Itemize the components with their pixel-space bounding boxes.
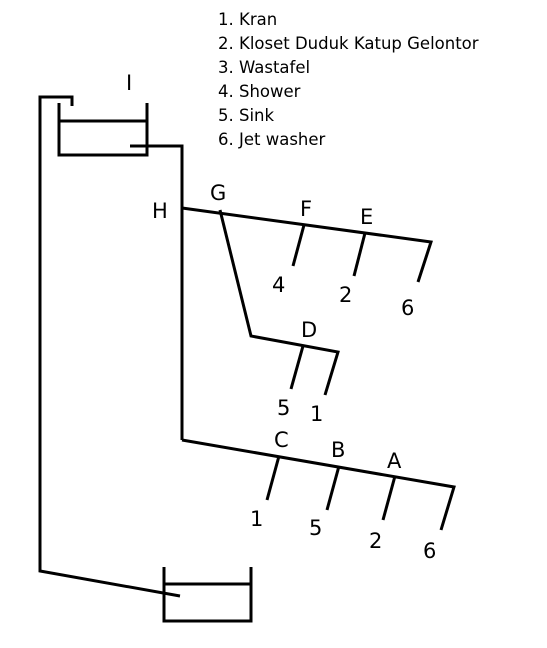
- fixture-label-sink: 5: [277, 396, 290, 420]
- node-label-i: I: [126, 71, 132, 95]
- legend-label: Wastafel: [239, 58, 311, 77]
- node-label-c: C: [274, 428, 289, 452]
- riser-pipe: [38, 95, 181, 598]
- legend-label: Sink: [239, 106, 275, 125]
- legend-number: 4.: [218, 82, 234, 101]
- legend-label: Jet washer: [239, 130, 326, 149]
- legend-number: 3.: [218, 58, 234, 77]
- node-label-f: F: [300, 197, 312, 221]
- node-label-a: A: [387, 449, 402, 473]
- legend-item: 4. Shower: [218, 80, 479, 104]
- fixture-pipe-f: [291, 224, 306, 267]
- fixture-label-kran: 1: [250, 507, 263, 531]
- node-label-b: B: [331, 438, 345, 462]
- legend-item: 3. Wastafel: [218, 56, 479, 80]
- branch-g-d: [218, 209, 340, 396]
- fixture-pipe-a: [381, 475, 397, 521]
- legend-label: Kloset Duduk Katup Gelontor: [239, 34, 479, 53]
- legend-label: Shower: [239, 82, 301, 101]
- node-label-e: E: [360, 205, 373, 229]
- fixture-label-jet-washer: 6: [401, 296, 414, 320]
- fixture-pipe-c: [265, 455, 281, 501]
- main-pipe: [130, 144, 184, 440]
- node-label-h: H: [152, 199, 168, 223]
- fixture-pipe-e: [352, 232, 367, 277]
- legend-number: 1.: [218, 10, 234, 29]
- fixture-label-kloset: 2: [369, 529, 382, 553]
- fixture-legend: 1. Kran 2. Kloset Duduk Katup Gelontor 3…: [218, 8, 479, 152]
- legend-label: Kran: [239, 10, 278, 29]
- legend-number: 6.: [218, 130, 234, 149]
- legend-item: 2. Kloset Duduk Katup Gelontor: [218, 32, 479, 56]
- legend-item: 5. Sink: [218, 104, 479, 128]
- legend-number: 2.: [218, 34, 234, 53]
- legend-item: 1. Kran: [218, 8, 479, 32]
- legend-number: 5.: [218, 106, 234, 125]
- fixture-label-jet-washer: 6: [423, 539, 436, 563]
- branch-h-e: [181, 206, 433, 283]
- fixture-pipe-b: [325, 465, 341, 511]
- fixture-label-sink: 5: [309, 516, 322, 540]
- legend-item: 6. Jet washer: [218, 128, 479, 152]
- branch-c-a: [181, 438, 456, 531]
- fixture-pipe-d: [289, 345, 305, 390]
- fixture-label-shower: 4: [272, 273, 285, 297]
- node-label-d: D: [301, 318, 317, 342]
- node-label-g: G: [210, 181, 226, 205]
- fixture-label-kloset: 2: [339, 283, 352, 307]
- upper-tank: [57, 103, 149, 157]
- fixture-label-kran: 1: [310, 402, 323, 426]
